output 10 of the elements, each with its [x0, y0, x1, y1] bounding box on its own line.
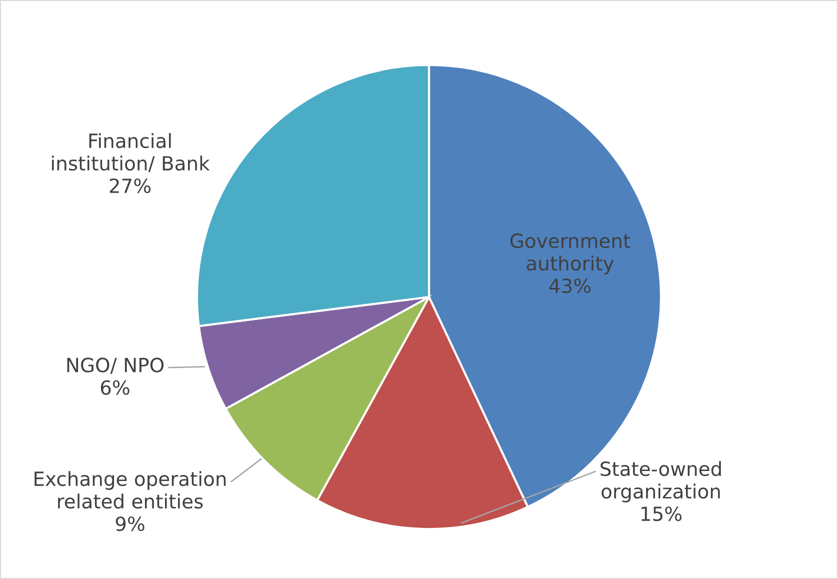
- slice-label: Exchange operation related entities: [34, 471, 226, 509]
- data-label: 43%: [549, 278, 591, 294]
- data-label: 27%: [110, 178, 151, 194]
- slice-label: State-owned organization: [600, 461, 721, 502]
- data-label: 15%: [642, 506, 682, 522]
- data-label: 6%: [100, 380, 130, 395]
- slice-label: Government authority: [510, 233, 630, 274]
- slice-label: Financial institution/ Bank: [52, 133, 210, 172]
- slice-label: NGO/ NPO: [67, 358, 164, 374]
- data-label: 9%: [116, 516, 144, 532]
